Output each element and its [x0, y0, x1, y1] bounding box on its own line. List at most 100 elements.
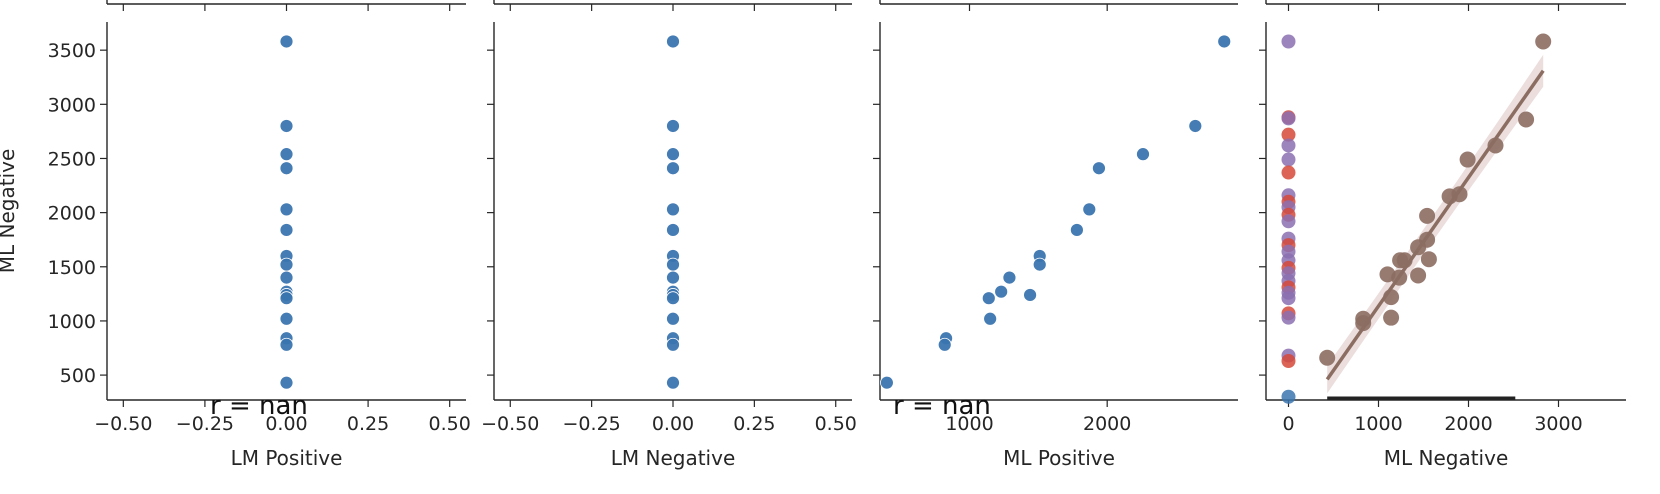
regression-point [1419, 207, 1436, 224]
scatter-point [666, 337, 680, 352]
panel-4: 0 1000 2000 3000 ML Negative [1259, 22, 1626, 470]
scatter-point [666, 375, 680, 390]
regression-point [1410, 267, 1427, 284]
y-tick-label: 2500 [48, 148, 96, 170]
y-tick-label: 1000 [48, 311, 96, 333]
scatter-point [666, 270, 680, 285]
x-tick-label: −0.50 [94, 413, 152, 435]
scatter-point [279, 161, 294, 176]
scatter-point [279, 147, 294, 162]
scatter-point [1136, 147, 1150, 162]
scatter-point [1217, 34, 1232, 49]
scatter-point [666, 119, 680, 133]
scatter-point [279, 311, 294, 326]
scatter-point [666, 311, 680, 326]
scatter-point [666, 257, 680, 272]
y-tick-label: 3500 [48, 40, 96, 62]
strip-point-purple [1281, 214, 1296, 229]
x-tick-label: −0.25 [176, 413, 234, 435]
scatter-point [279, 337, 294, 352]
y-tick-label: 500 [60, 365, 96, 387]
scatter-point [279, 270, 294, 285]
regression-point [1355, 315, 1372, 332]
regression-point [1487, 137, 1504, 154]
scatter-point [1070, 223, 1084, 237]
scatter-point [279, 34, 294, 49]
scatter-point [1188, 119, 1203, 133]
scatter-point [1082, 202, 1097, 217]
scatter-point [666, 34, 680, 49]
x-tick-label: −0.50 [481, 413, 539, 435]
panel-1: 500 1000 1500 2000 2500 3000 3500 −0.50 −0.25 0.0… [48, 22, 471, 470]
scatter-point [279, 223, 294, 237]
x-tick-label: 2000 [1083, 413, 1131, 435]
strip-point-purple [1281, 291, 1296, 306]
x-tick-label: 1000 [945, 413, 993, 435]
regression-line [1325, 69, 1545, 381]
y-tick-label: 3000 [48, 94, 96, 116]
strip-point-purple [1281, 152, 1296, 167]
upper-row-edge-1 [106, 0, 466, 11]
scatter-point [279, 119, 294, 133]
scatter-point [879, 375, 894, 390]
scatter-point [666, 161, 680, 176]
x-axis-label: ML Negative [1384, 446, 1509, 470]
strip-point-purple [1281, 111, 1296, 126]
scatter-point [937, 337, 952, 352]
scatter-point [279, 202, 294, 217]
y-tick-label: 1500 [48, 257, 96, 279]
scatter-point [279, 291, 294, 306]
regression-point [1319, 349, 1336, 366]
scatter-point [1032, 257, 1047, 272]
y-tick-label: 2000 [48, 203, 96, 225]
annotation-text: r = nan [210, 391, 308, 421]
x-tick-label: 2000 [1444, 413, 1492, 435]
annotation-text: r = nan [893, 391, 991, 421]
strip-point-purple [1281, 138, 1296, 153]
strip-point-purple [1281, 310, 1296, 325]
x-tick-label: 0.50 [429, 413, 471, 435]
x-tick-label: 0.00 [265, 413, 307, 435]
scatter-point [666, 202, 680, 217]
panel-2: −0.50 −0.25 0.00 0.25 0.50 LM Negative [481, 22, 857, 470]
scatter-point [666, 147, 680, 162]
x-tick-label: 0 [1282, 413, 1294, 435]
x-tick-label: 0.00 [652, 413, 694, 435]
scatter-point [983, 311, 998, 326]
scatter-point [1023, 288, 1037, 302]
regression-point [1392, 252, 1409, 269]
scatter-point [1002, 270, 1017, 285]
scatter-point [279, 257, 294, 272]
x-tick-label: −0.25 [563, 413, 621, 435]
scatter-point [666, 291, 680, 306]
x-axis-label: LM Positive [231, 446, 343, 470]
scatter-point [981, 291, 996, 306]
strip-point-purple [1281, 34, 1296, 49]
strip-point-red [1281, 165, 1296, 180]
upper-row-edge-2 [493, 0, 852, 11]
strip-point-blue [1281, 389, 1296, 404]
strip-point-red [1281, 127, 1296, 142]
regression-point [1535, 33, 1552, 50]
scatter-point [1092, 161, 1106, 176]
strip-point-red [1281, 354, 1296, 369]
x-tick-label: 3000 [1534, 413, 1582, 435]
upper-row-edge-3 [879, 0, 1238, 11]
x-tick-label: 0.50 [815, 413, 857, 435]
x-tick-label: 0.25 [347, 413, 389, 435]
x-axis-label: LM Negative [611, 446, 736, 470]
x-tick-label: 0.25 [733, 413, 775, 435]
scatter-point [994, 284, 1009, 299]
scatter-point [666, 223, 680, 237]
regression-point [1459, 151, 1476, 168]
panel-3: 1000 2000 ML Positive r = nan [873, 22, 1238, 470]
x-axis-label: ML Positive [1003, 446, 1115, 470]
scatter-point [279, 375, 294, 390]
regression-point [1420, 251, 1437, 268]
upper-row-edge-4 [1265, 0, 1626, 11]
regression-point [1383, 309, 1400, 326]
x-tick-label: 1000 [1354, 413, 1402, 435]
y-axis-label: ML Negative [0, 149, 19, 274]
regression-point [1518, 111, 1535, 128]
